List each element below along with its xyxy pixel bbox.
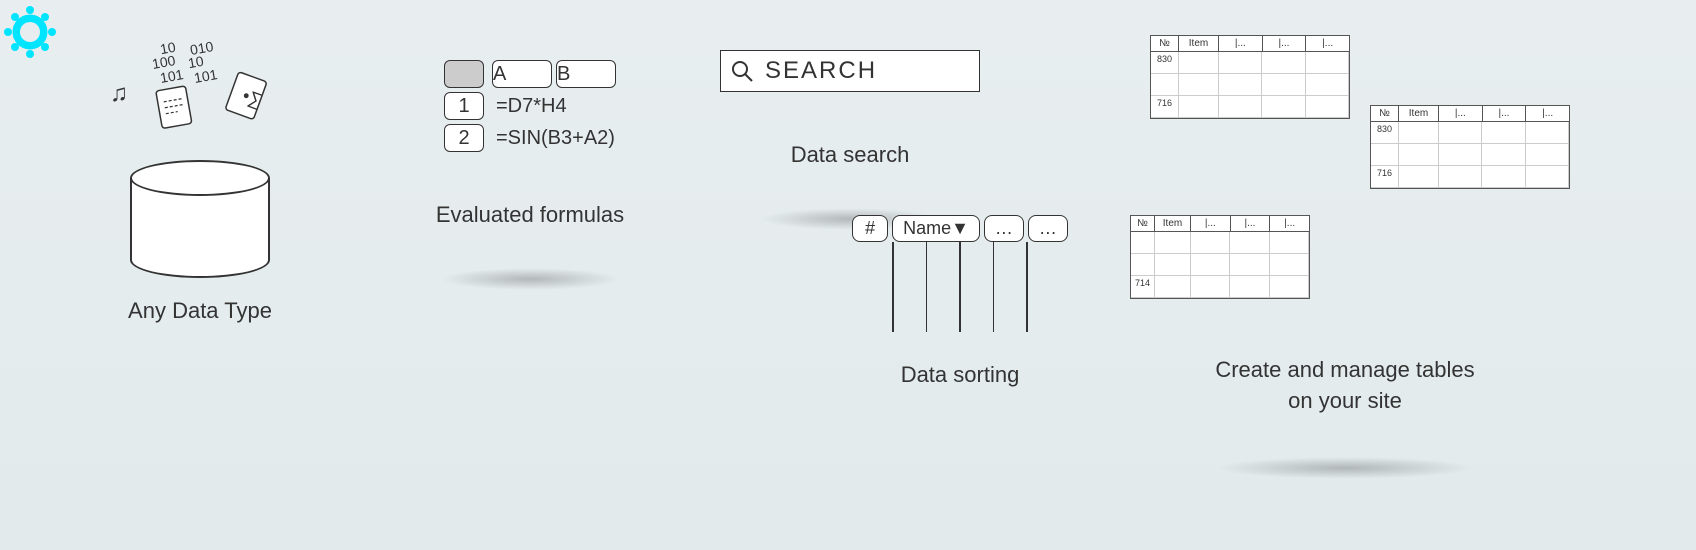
- mt-cell: [1131, 232, 1155, 253]
- search-box: SEARCH: [720, 50, 980, 92]
- panel-search: SEARCH Data search: [720, 50, 980, 230]
- panel-tables: № Item |... |... |... 830 716 № Item |..…: [1130, 35, 1560, 479]
- mt-col: |...: [1439, 106, 1483, 121]
- data-cylinder-icon: [130, 160, 270, 280]
- sort-col: …: [1028, 215, 1068, 242]
- row-number: 1: [444, 92, 484, 120]
- shadow: [1215, 457, 1475, 479]
- mt-col: |...: [1526, 106, 1569, 121]
- mini-table: № Item |... |... |... 714: [1130, 215, 1310, 299]
- sort-columns-icon: [820, 242, 1100, 332]
- search-icon: [731, 60, 753, 82]
- formula-text: =D7*H4: [496, 95, 567, 118]
- col-header: B: [556, 60, 616, 88]
- mt-cell: [1371, 144, 1399, 165]
- mt-col: №: [1151, 36, 1179, 51]
- mt-col: |...: [1219, 36, 1263, 51]
- row-number: 2: [444, 124, 484, 152]
- mt-col: |...: [1483, 106, 1527, 121]
- caption-formulas: Evaluated formulas: [400, 202, 660, 228]
- caption-search: Data search: [720, 142, 980, 168]
- doc-sigma-icon: •∑: [225, 70, 269, 124]
- mt-col: №: [1371, 106, 1399, 121]
- mt-col: Item: [1399, 106, 1439, 121]
- panel-formulas: A B 1 =D7*H4 2 =SIN(B3+A2) Evaluated for…: [400, 60, 660, 290]
- caption-sort: Data sorting: [820, 362, 1100, 388]
- sort-col: …: [984, 215, 1024, 242]
- doc-text-icon: [155, 84, 195, 132]
- mt-cell: 716: [1371, 166, 1399, 187]
- mt-cell: 714: [1131, 276, 1155, 297]
- mini-table: № Item |... |... |... 830 716: [1150, 35, 1350, 119]
- search-placeholder: SEARCH: [765, 57, 877, 85]
- mt-col: №: [1131, 216, 1155, 231]
- sort-headers: # Name▼ … …: [820, 215, 1100, 242]
- mt-col: |...: [1191, 216, 1231, 231]
- mt-cell: [1151, 74, 1179, 95]
- mt-col: |...: [1270, 216, 1309, 231]
- caption-any-data-type: Any Data Type: [70, 298, 330, 324]
- mt-cell: 716: [1151, 96, 1179, 117]
- mt-col: |...: [1263, 36, 1307, 51]
- mini-table: № Item |... |... |... 830 716: [1370, 105, 1570, 189]
- col-header: A: [492, 60, 552, 88]
- shadow: [440, 268, 620, 290]
- music-icon: ♫: [110, 80, 128, 108]
- caption-line: Create and manage tables: [1130, 355, 1560, 386]
- mt-cell: [1131, 254, 1155, 275]
- formula-text: =SIN(B3+A2): [496, 127, 615, 150]
- mt-col: |...: [1231, 216, 1271, 231]
- mt-col: Item: [1155, 216, 1191, 231]
- mt-col: Item: [1179, 36, 1219, 51]
- sort-col: #: [852, 215, 888, 242]
- bits-text: 101: [159, 66, 185, 86]
- panel-any-data-type: 10 010 100 10 101 101 ♫ •∑ Any Data Type: [70, 40, 330, 324]
- mt-cell: 830: [1371, 122, 1399, 143]
- sheet-corner: [444, 60, 484, 88]
- mt-cell: 830: [1151, 52, 1179, 73]
- caption-tables: Create and manage tables on your site: [1130, 355, 1560, 417]
- panel-sort: # Name▼ … … Data sorting: [820, 215, 1100, 388]
- caption-line: on your site: [1130, 386, 1560, 417]
- bits-text: 101: [193, 66, 219, 86]
- sort-col-name: Name▼: [892, 215, 980, 242]
- mt-col: |...: [1306, 36, 1349, 51]
- gear-icon: [4, 6, 56, 63]
